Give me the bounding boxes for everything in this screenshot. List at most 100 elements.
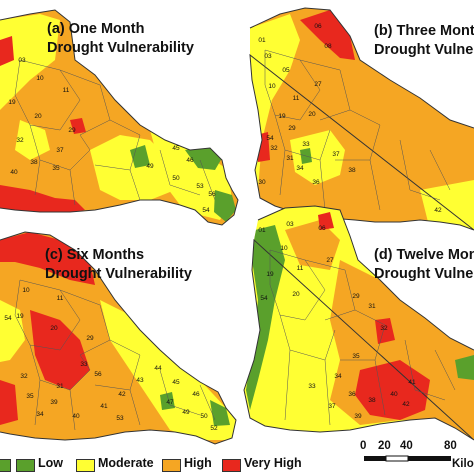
district-label: 49 bbox=[182, 409, 190, 416]
panel-b-title: (b) Three Mont Drought Vulne bbox=[374, 22, 474, 60]
district-label: 33 bbox=[308, 383, 316, 390]
district-label: 06 bbox=[314, 23, 322, 30]
legend-swatch-low bbox=[16, 459, 35, 472]
scale-unit: Kilom bbox=[452, 458, 474, 470]
district-label: 52 bbox=[210, 425, 218, 432]
panel-d-district-labels: 01 03 06 10 11 19 20 27 29 31 32 33 34 35 36 37 38 39 40 41… bbox=[258, 221, 416, 420]
district-label: 34 bbox=[36, 411, 44, 418]
district-label: 20 bbox=[292, 291, 300, 298]
district-label: 34 bbox=[334, 373, 342, 380]
district-label: 01 bbox=[258, 37, 266, 44]
district-label: 31 bbox=[56, 383, 64, 390]
district-label: 54 bbox=[260, 295, 268, 302]
district-label: 27 bbox=[326, 257, 334, 264]
scale-tick-0: 0 bbox=[360, 440, 367, 452]
district-label: 29 bbox=[86, 335, 94, 342]
district-label: 20 bbox=[308, 111, 316, 118]
district-label: 36 bbox=[312, 179, 320, 186]
district-label: 45 bbox=[172, 379, 180, 386]
district-label: 10 bbox=[36, 75, 44, 82]
district-label: 54 bbox=[202, 207, 210, 214]
district-label: 41 bbox=[100, 403, 108, 410]
district-label: 05 bbox=[282, 67, 290, 74]
district-label: 43 bbox=[136, 377, 144, 384]
district-label: 30 bbox=[258, 179, 266, 186]
legend-label-high: High bbox=[184, 456, 212, 470]
district-label: 45 bbox=[172, 145, 180, 152]
panel-c-title-line1: (c) Six Months bbox=[45, 247, 145, 263]
district-label: 54 bbox=[266, 135, 274, 142]
district-label: 19 bbox=[266, 271, 274, 278]
district-label: 37 bbox=[328, 403, 336, 410]
district-label: 42 bbox=[402, 401, 410, 408]
district-label: 11 bbox=[297, 265, 304, 272]
scale-bar-graphic bbox=[364, 455, 451, 462]
district-label: 33 bbox=[302, 141, 310, 148]
map-legend: Low Moderate High Very High bbox=[0, 450, 474, 474]
district-label: 29 bbox=[352, 293, 360, 300]
panel-b-title-line1: (b) Three Mont bbox=[374, 23, 474, 39]
district-label: 46 bbox=[186, 157, 194, 164]
district-label: 19 bbox=[8, 99, 16, 106]
legend-label-low: Low bbox=[38, 456, 63, 470]
district-label: 32 bbox=[380, 325, 388, 332]
panel-b-title-line2: Drought Vulne bbox=[374, 42, 474, 58]
district-label: 29 bbox=[288, 125, 296, 132]
district-label: 10 bbox=[22, 287, 30, 294]
district-label: 03 bbox=[264, 53, 272, 60]
district-label: 08 bbox=[324, 43, 332, 50]
district-label: 53 bbox=[116, 415, 124, 422]
district-label: 39 bbox=[354, 413, 362, 420]
district-label: 32 bbox=[270, 145, 278, 152]
scale-tick-20: 20 bbox=[378, 440, 391, 452]
legend-swatch-very-high bbox=[222, 459, 241, 472]
district-label: 54 bbox=[4, 315, 12, 322]
scale-tick-80: 80 bbox=[444, 440, 457, 452]
district-label: 01 bbox=[258, 227, 266, 234]
panel-c-title: (c) Six Months Drought Vulnerability bbox=[45, 246, 192, 284]
district-label: 44 bbox=[154, 365, 162, 372]
panel-c-title-line2: Drought Vulnerability bbox=[45, 266, 192, 282]
legend-label-moderate: Moderate bbox=[98, 456, 154, 470]
district-label: 40 bbox=[390, 391, 398, 398]
scale-bar: 0 20 40 80 Kilom bbox=[360, 440, 474, 474]
district-label: 11 bbox=[293, 95, 300, 102]
district-label: 35 bbox=[52, 165, 60, 172]
panel-a-title-line1: (a) One Month bbox=[47, 21, 145, 37]
district-label: 10 bbox=[280, 245, 288, 252]
district-label: 32 bbox=[20, 373, 28, 380]
district-label: 31 bbox=[368, 303, 376, 310]
legend-swatch-low-partial bbox=[0, 459, 11, 472]
district-label: 35 bbox=[26, 393, 34, 400]
district-label: 40 bbox=[72, 413, 80, 420]
district-label: 56 bbox=[208, 191, 216, 198]
district-label: 42 bbox=[434, 207, 442, 214]
district-label: 27 bbox=[314, 81, 322, 88]
district-label: 38 bbox=[348, 167, 356, 174]
district-label: 56 bbox=[94, 371, 102, 378]
panel-d-title-line2: Drought Vulner bbox=[374, 266, 474, 282]
legend-label-very-high: Very High bbox=[244, 456, 302, 470]
district-label: 36 bbox=[348, 391, 356, 398]
district-label: 03 bbox=[18, 57, 26, 64]
district-label: 19 bbox=[278, 113, 286, 120]
district-label: 03 bbox=[286, 221, 294, 228]
district-label: 41 bbox=[408, 379, 416, 386]
district-label: 39 bbox=[50, 399, 58, 406]
district-label: 06 bbox=[318, 225, 326, 232]
district-label: 50 bbox=[172, 175, 180, 182]
district-label: 29 bbox=[68, 127, 76, 134]
legend-swatch-moderate bbox=[76, 459, 95, 472]
panel-b-district-labels: 01 03 05 06 08 10 11 19 20 27 29 30 31 32 33 34 36 37 38 42… bbox=[258, 23, 442, 214]
district-label: 34 bbox=[296, 165, 304, 172]
district-label: 10 bbox=[268, 83, 276, 90]
district-label: 31 bbox=[286, 155, 294, 162]
district-label: 32 bbox=[16, 137, 24, 144]
panel-a-district-labels: 03 10 11 19 20 29 32 37 38 35 40 45 46 49 50 53 54 56 bbox=[8, 57, 216, 214]
panel-c-district-labels: 10 11 19 20 29 31 32 33 34 35 39 40 41 42 43 44 45 46 47 49… bbox=[4, 287, 218, 432]
district-label: 42 bbox=[118, 391, 126, 398]
district-label: 33 bbox=[80, 361, 88, 368]
district-label: 11 bbox=[57, 295, 64, 302]
district-label: 38 bbox=[30, 159, 38, 166]
district-label: 19 bbox=[16, 313, 24, 320]
